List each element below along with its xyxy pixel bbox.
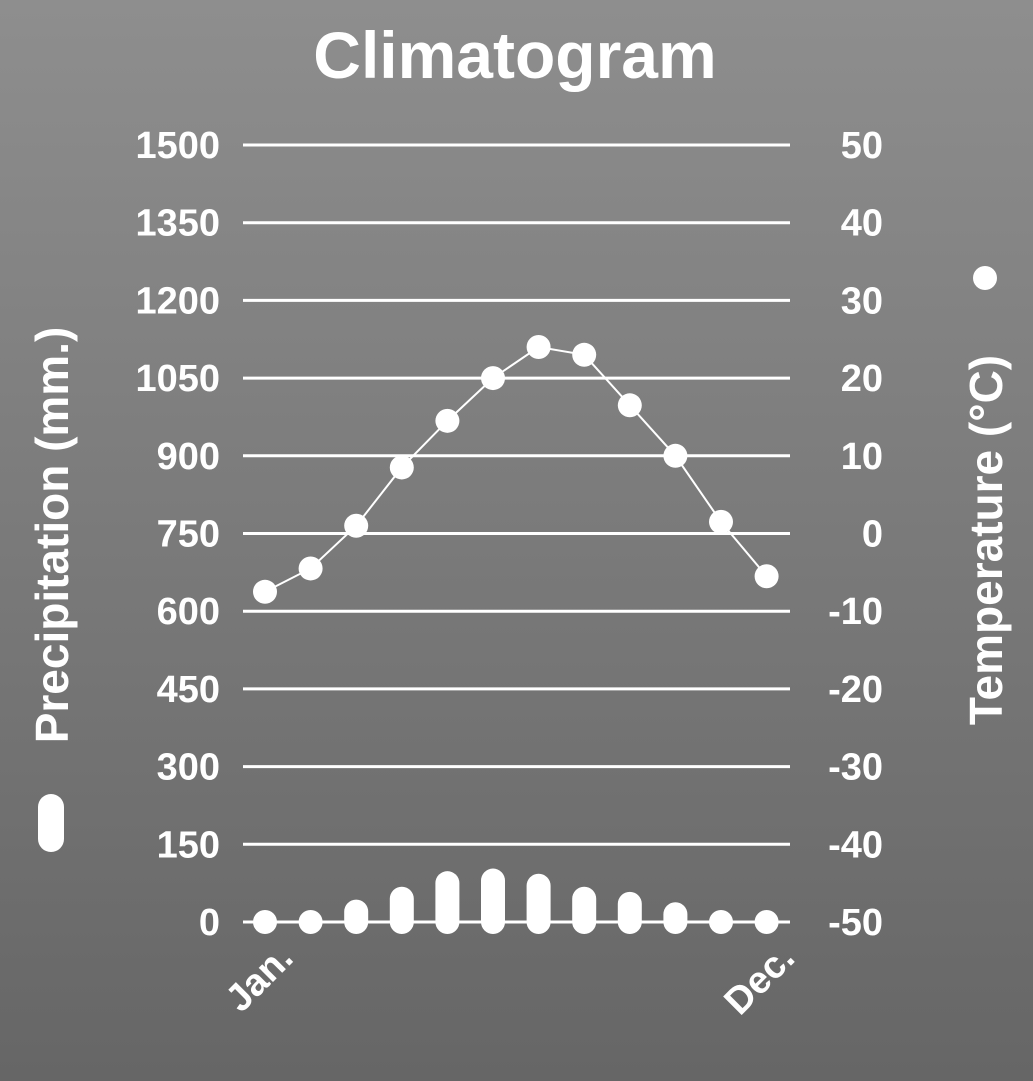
right-tick-label: 20 — [841, 358, 883, 400]
x-axis-ticks: Jan. Dec. — [218, 937, 803, 1023]
left-tick-label: 150 — [157, 824, 220, 866]
temperature-point — [572, 342, 597, 367]
right-tick-label: -20 — [828, 669, 883, 711]
left-tick-label: 600 — [157, 591, 220, 633]
right-tick-label: 0 — [862, 514, 883, 556]
left-axis-ticks: 0 150 300 450 600 750 900 1050 1200 1350 1500 — [135, 125, 220, 944]
left-tick-label: 0 — [199, 902, 220, 944]
temperature-point — [435, 408, 460, 433]
precipitation-bar — [481, 868, 505, 934]
chart-title: Climatogram — [313, 18, 716, 92]
right-tick-label: 50 — [841, 125, 883, 167]
temperature-point — [344, 513, 369, 538]
temperature-line — [253, 335, 779, 604]
right-tick-label: -10 — [828, 591, 883, 633]
precipitation-bar — [617, 891, 642, 934]
left-axis-label: Precipitation (mm.) — [26, 327, 78, 744]
right-tick-label: 10 — [841, 436, 883, 478]
precipitation-bar — [344, 899, 369, 934]
precipitation-bar — [526, 873, 551, 934]
temperature-point — [253, 579, 277, 604]
right-axis-ticks: -50 -40 -30 -20 -10 0 10 20 30 40 50 — [828, 125, 883, 944]
precipitation-bar — [253, 910, 277, 934]
temperature-legend-symbol — [973, 266, 997, 290]
temperature-point — [526, 335, 551, 360]
precipitation-bar — [572, 886, 597, 934]
left-tick-label: 1500 — [135, 125, 220, 167]
gridlines — [243, 143, 790, 924]
temperature-line-path — [264, 345, 768, 593]
right-tick-label: -40 — [828, 824, 883, 866]
right-axis-title: Temperature (°C) — [960, 355, 1012, 725]
temperature-point — [754, 564, 779, 589]
x-tick-label: Jan. — [218, 937, 301, 1020]
left-tick-label: 1350 — [135, 203, 220, 245]
precipitation-legend-symbol — [38, 794, 64, 852]
temperature-point — [617, 393, 642, 418]
left-tick-label: 300 — [157, 747, 220, 789]
right-tick-label: 30 — [841, 280, 883, 322]
temperature-point — [389, 455, 414, 480]
precipitation-bars — [253, 868, 779, 934]
right-tick-label: -50 — [828, 902, 883, 944]
left-tick-label: 1200 — [135, 280, 220, 322]
right-tick-label: -30 — [828, 747, 883, 789]
temperature-point — [663, 443, 688, 468]
left-axis-title: Precipitation (mm.) — [26, 327, 78, 744]
precipitation-bar — [709, 910, 733, 934]
precipitation-bar — [663, 902, 688, 934]
right-axis-label: Temperature (°C) — [960, 355, 1012, 725]
precipitation-bar — [389, 886, 414, 934]
right-tick-label: 40 — [841, 203, 883, 245]
left-tick-label: 750 — [157, 514, 220, 556]
left-tick-label: 450 — [157, 669, 220, 711]
precipitation-bar — [754, 910, 779, 934]
temperature-point — [481, 366, 505, 391]
left-tick-label: 1050 — [135, 358, 220, 400]
precipitation-bar — [298, 910, 323, 934]
x-tick-label: Dec. — [716, 937, 802, 1023]
precipitation-bar — [435, 871, 460, 934]
temperature-point — [709, 509, 733, 534]
temperature-point — [298, 556, 323, 581]
left-tick-label: 900 — [157, 436, 220, 478]
